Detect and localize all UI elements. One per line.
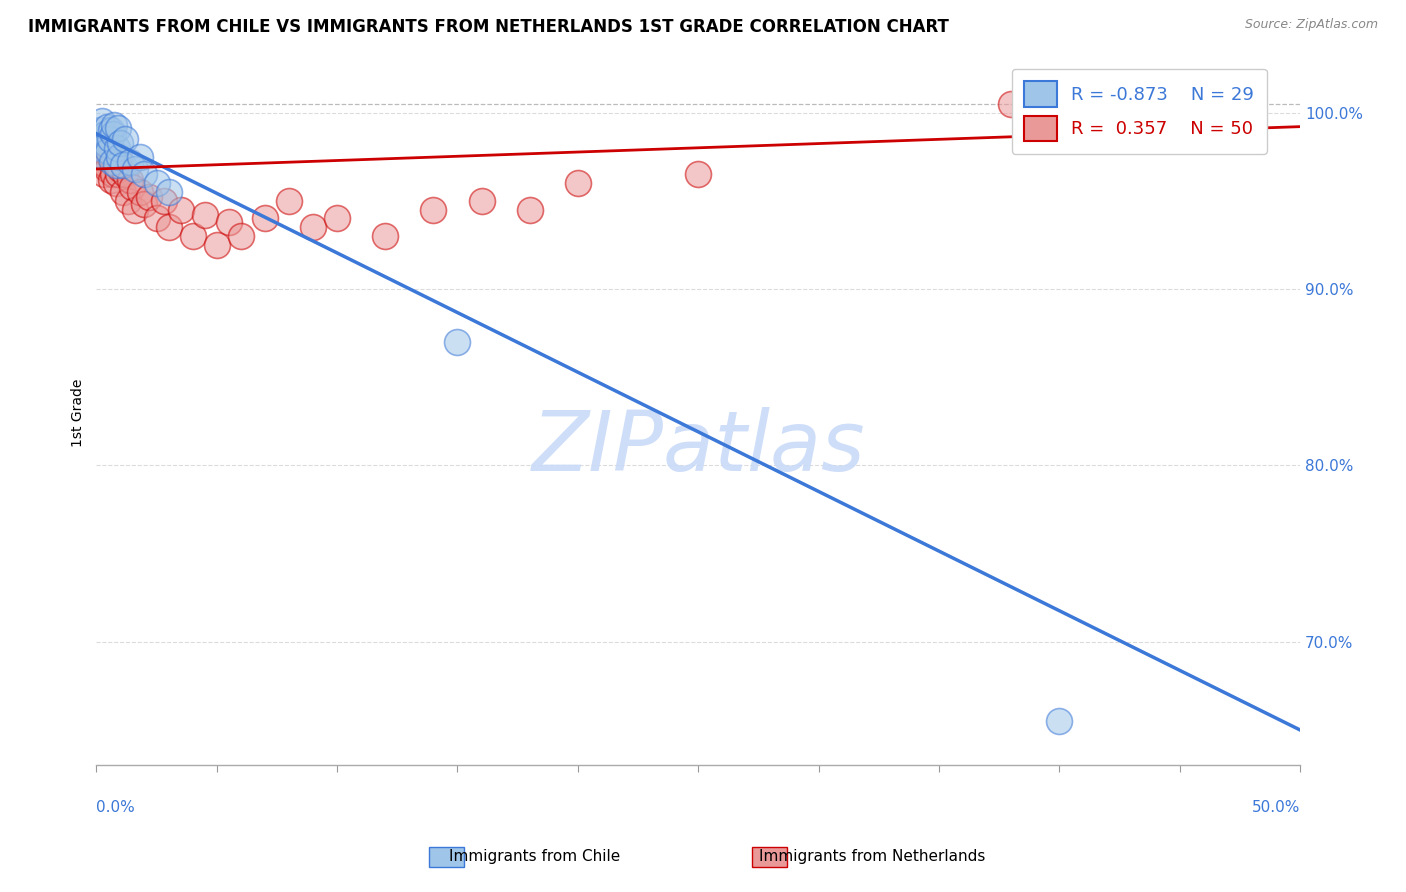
Point: [94, 137, 117, 152]
Point: [157, 220, 180, 235]
Point: [145, 176, 167, 190]
Point: [96, 120, 118, 134]
Point: [105, 141, 128, 155]
Point: [101, 145, 124, 159]
Point: [90, 141, 112, 155]
Point: [94, 137, 117, 152]
Point: [1097, 123, 1119, 137]
Point: [100, 123, 122, 137]
Point: [128, 185, 150, 199]
Point: [103, 155, 125, 169]
Point: [118, 172, 141, 186]
Point: [108, 150, 131, 164]
Point: [107, 121, 129, 136]
Point: [94, 158, 117, 172]
Point: [93, 150, 115, 164]
Text: 50.0%: 50.0%: [1251, 800, 1301, 815]
Point: [117, 194, 139, 208]
Point: [218, 215, 240, 229]
Point: [87, 132, 110, 146]
Point: [91, 145, 114, 159]
Text: Source: ZipAtlas.com: Source: ZipAtlas.com: [1244, 18, 1378, 31]
Point: [128, 150, 150, 164]
Point: [157, 185, 180, 199]
Point: [108, 153, 131, 168]
Text: Immigrants from Chile: Immigrants from Chile: [449, 849, 620, 863]
Point: [374, 229, 396, 244]
Point: [181, 229, 204, 244]
Point: [101, 155, 124, 169]
Point: [302, 220, 325, 235]
Point: [110, 136, 132, 150]
Point: [97, 145, 120, 159]
Point: [89, 155, 111, 169]
Point: [229, 229, 252, 244]
Point: [446, 334, 468, 349]
Point: [169, 202, 191, 217]
Point: [134, 197, 156, 211]
Point: [91, 114, 114, 128]
Text: ZIPatlas: ZIPatlas: [531, 407, 865, 488]
Point: [1000, 96, 1022, 111]
Point: [104, 176, 127, 190]
Point: [422, 202, 444, 217]
Point: [470, 194, 492, 208]
Point: [688, 167, 710, 181]
Point: [134, 167, 156, 181]
Point: [90, 132, 112, 146]
Point: [1047, 714, 1070, 728]
Text: IMMIGRANTS FROM CHILE VS IMMIGRANTS FROM NETHERLANDS 1ST GRADE CORRELATION CHART: IMMIGRANTS FROM CHILE VS IMMIGRANTS FROM…: [28, 18, 949, 36]
Point: [145, 211, 167, 226]
Point: [326, 211, 349, 226]
Point: [124, 161, 146, 176]
Point: [97, 141, 120, 155]
Point: [194, 208, 217, 222]
Point: [110, 161, 132, 176]
Point: [278, 194, 301, 208]
Point: [253, 211, 276, 226]
Point: [111, 185, 134, 199]
Point: [103, 167, 125, 181]
Point: [86, 150, 108, 164]
Point: [100, 172, 122, 186]
Point: [98, 150, 121, 164]
Point: [567, 176, 589, 190]
Point: [114, 132, 136, 146]
Point: [87, 141, 110, 155]
Point: [111, 158, 134, 172]
Point: [138, 190, 160, 204]
Point: [94, 127, 117, 141]
Point: [107, 167, 129, 181]
Point: [105, 158, 128, 172]
Point: [124, 202, 146, 217]
Point: [152, 194, 174, 208]
Text: 0.0%: 0.0%: [97, 800, 135, 815]
Point: [104, 158, 127, 172]
Point: [519, 202, 541, 217]
Text: Immigrants from Netherlands: Immigrants from Netherlands: [758, 849, 986, 863]
Point: [103, 118, 125, 132]
Point: [89, 123, 111, 137]
Point: [103, 127, 125, 141]
Point: [93, 167, 115, 181]
Point: [98, 132, 121, 146]
Point: [205, 237, 228, 252]
Point: [118, 155, 141, 169]
Y-axis label: 1st Grade: 1st Grade: [72, 378, 86, 447]
Point: [121, 179, 143, 194]
Point: [96, 161, 118, 176]
Legend: R = -0.873    N = 29, R =  0.357    N = 50: R = -0.873 N = 29, R = 0.357 N = 50: [1012, 69, 1267, 154]
Point: [114, 167, 136, 181]
